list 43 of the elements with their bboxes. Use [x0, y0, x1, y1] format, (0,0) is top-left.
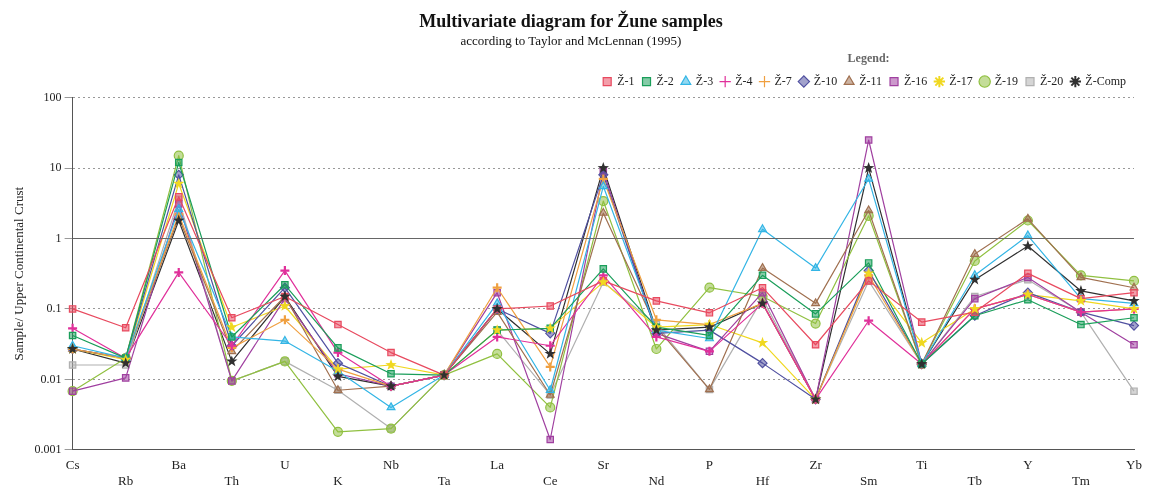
chart-subtitle: according to Taylor and McLennan (1995): [460, 32, 682, 48]
x-tick-label: K: [333, 472, 344, 488]
legend-label: Ž-1: [617, 73, 635, 88]
x-tick-label: Nd: [648, 472, 665, 488]
legend-label: Ž-16: [904, 73, 928, 88]
y-axis-title: Sample/ Upper Continental Crust: [11, 186, 27, 361]
legend-title: Legend:: [847, 51, 890, 66]
y-tick-label: 0.001: [34, 441, 62, 456]
legend-label: Ž-10: [813, 73, 838, 88]
x-tick-label: Tm: [1071, 472, 1090, 488]
x-tick-label: U: [280, 457, 291, 473]
y-tick-label: 0.1: [46, 301, 62, 316]
y-tick-label: 100: [43, 89, 62, 104]
legend-label: Ž-2: [656, 73, 674, 88]
x-tick-label: Sm: [859, 472, 878, 488]
x-tick-label: Th: [224, 472, 240, 488]
legend-label: Ž-7: [774, 73, 792, 88]
x-tick-label: P: [705, 457, 714, 473]
x-tick-label: Ta: [437, 472, 451, 488]
x-tick-label: Sr: [597, 457, 610, 473]
legend-label: Ž-20: [1040, 73, 1064, 88]
legend-label: Ž-3: [695, 73, 714, 88]
y-tick-label: 10: [49, 160, 62, 175]
x-tick-label: La: [490, 457, 505, 473]
x-tick-label: Nb: [383, 457, 399, 473]
x-tick-label: Ba: [171, 457, 187, 473]
x-tick-label: Zr: [809, 457, 823, 473]
y-tick-label: 1: [55, 230, 62, 245]
x-tick-label: Rb: [118, 472, 134, 488]
legend-label: Ž-17: [949, 73, 973, 88]
x-tick-label: Ce: [543, 472, 558, 488]
x-tick-label: Tb: [967, 472, 983, 488]
legend-label: Ž-11: [859, 73, 883, 88]
x-tick-label: Yb: [1126, 457, 1142, 473]
y-tick-label: 0.01: [40, 371, 62, 386]
x-tick-label: Cs: [65, 457, 80, 473]
x-tick-label: Y: [1023, 457, 1034, 473]
x-tick-label: Ti: [916, 457, 928, 473]
legend-label: Ž-4: [735, 73, 753, 88]
legend-label: Ž-19: [994, 73, 1019, 88]
chart-title: Multivariate diagram for Žune samples: [419, 10, 723, 32]
legend-label: Ž-Comp: [1085, 73, 1127, 88]
x-tick-label: Hf: [755, 472, 771, 488]
